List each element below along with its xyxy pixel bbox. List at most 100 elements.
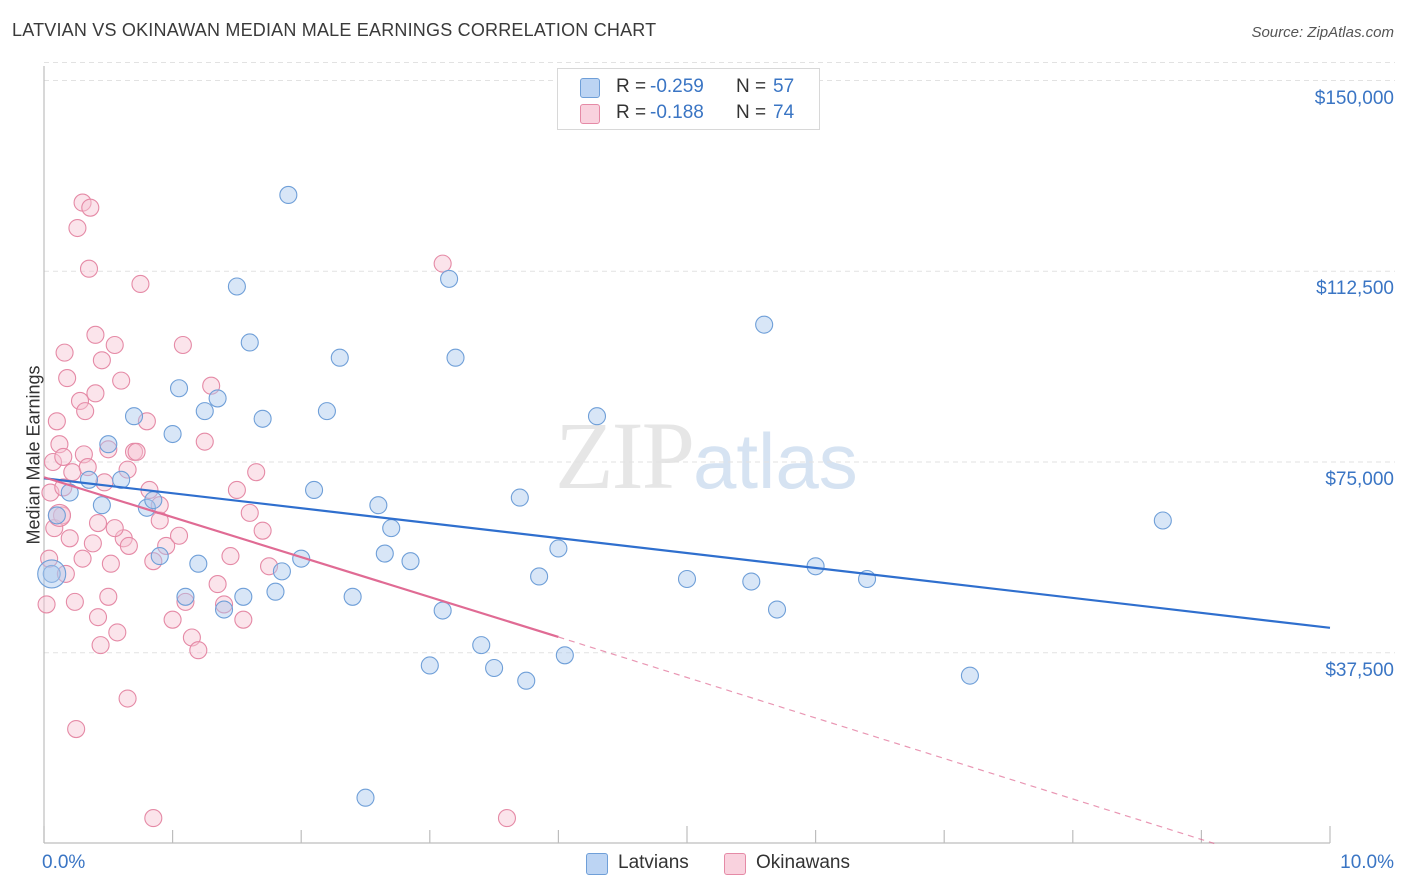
legend-n-value: 74: [773, 102, 795, 123]
latvian-point: [79, 470, 99, 489]
okinawan-point: [88, 608, 108, 627]
latvian-point: [530, 567, 549, 586]
legend-r-value: -0.259: [650, 76, 704, 97]
latvian-point: [42, 564, 61, 583]
watermark-atlas: atlas: [693, 417, 858, 505]
okinawan-point: [189, 641, 208, 660]
okinawan-point: [37, 595, 56, 614]
okinawan-point: [176, 592, 195, 611]
latvian-point: [317, 402, 336, 421]
okinawan-point: [247, 463, 266, 482]
okinawan-point: [68, 218, 87, 238]
okinawan-point: [91, 636, 110, 655]
latvian-point: [472, 636, 491, 655]
okinawan-point: [497, 809, 517, 828]
okinawan-point: [131, 274, 150, 294]
latvian-point: [189, 554, 208, 573]
latvian-point: [440, 269, 459, 288]
y-tick-label: $150,000: [1314, 87, 1394, 109]
okinawan-trend-extension: [558, 636, 1215, 845]
legend-label-latvians: Latvians: [618, 852, 689, 873]
latvian-point: [420, 656, 439, 675]
latvian-point: [755, 315, 774, 334]
legend-n-value: 57: [773, 76, 795, 97]
latvian-point: [549, 539, 568, 558]
okinawan-point: [88, 513, 108, 533]
okinawan-point: [81, 198, 100, 217]
okinawan-point: [221, 547, 240, 566]
okinawan-point: [173, 335, 192, 355]
x-tick-min: 0.0%: [42, 852, 86, 873]
okinawan-point: [79, 259, 99, 278]
okinawan-point: [118, 689, 137, 708]
latvian-point: [677, 569, 697, 589]
latvian-point: [343, 587, 362, 606]
okinawan-points: [37, 193, 517, 828]
okinawan-point: [67, 719, 86, 739]
okinawan-point: [195, 432, 214, 451]
y-tick-label: $37,500: [1325, 659, 1394, 681]
okinawan-point: [119, 536, 138, 555]
latvian-point: [144, 491, 163, 510]
okinawan-point: [70, 391, 90, 411]
okinawan-point: [108, 623, 127, 642]
latvian-point: [227, 277, 246, 296]
latvian-point: [169, 379, 189, 398]
okinawan-point: [86, 384, 105, 403]
latvian-point: [163, 424, 182, 444]
okinawan-point: [58, 369, 77, 388]
okinawan-point: [95, 473, 114, 492]
trend-lines: [43, 476, 1331, 845]
okinawan-point: [54, 447, 73, 466]
latvian-point: [382, 519, 401, 538]
okinawan-point: [157, 536, 176, 555]
latvian-point: [92, 496, 111, 515]
legend-label-okinawans: Okinawans: [756, 852, 850, 873]
legend-r-value: -0.188: [650, 102, 704, 123]
latvian-point: [510, 488, 529, 507]
okinawan-point: [433, 254, 452, 273]
okinawan-point: [92, 351, 111, 370]
legend-swatch-okinawans: [724, 853, 746, 875]
latvian-point: [195, 402, 214, 421]
latvian-point: [208, 389, 227, 408]
latvian-point: [330, 348, 349, 367]
chart-title: LATVIAN VS OKINAWAN MEDIAN MALE EARNINGS…: [12, 20, 657, 40]
latvian-point: [485, 658, 504, 678]
y-tick-label: $112,500: [1316, 278, 1394, 300]
legend-n-label: N =: [736, 102, 767, 123]
latvian-point: [960, 666, 979, 685]
latvian-point: [47, 506, 66, 525]
latvian-point-large: [37, 559, 67, 589]
legend-r-label: R =: [616, 76, 647, 97]
latvian-point: [214, 600, 234, 619]
legend-stats: R = -0.259 N = 57 R = -0.188 N = 74: [557, 68, 820, 130]
legend-swatch-latvians: [580, 78, 600, 98]
okinawan-point: [99, 587, 118, 606]
okinawan-point: [105, 519, 124, 538]
latvian-point: [517, 671, 536, 690]
okinawan-point: [169, 526, 189, 545]
okinawan-point: [65, 592, 84, 611]
chart-source: Source: ZipAtlas.com: [1251, 24, 1394, 41]
okinawan-point: [76, 402, 95, 421]
legend-swatch-okinawans: [580, 104, 600, 124]
latvian-point: [587, 407, 607, 426]
okinawan-point: [55, 343, 74, 362]
okinawan-point: [227, 480, 246, 500]
watermark: ZIPatlas: [555, 400, 858, 511]
watermark-zip: ZIP: [555, 402, 695, 509]
okinawan-point: [112, 371, 131, 390]
latvian-point: [266, 582, 285, 601]
grid-layer: [44, 62, 1395, 654]
latvian-points: [37, 185, 1172, 807]
latvian-point: [150, 547, 169, 566]
latvian-point: [1153, 511, 1172, 530]
okinawan-point: [214, 595, 234, 614]
latvian-point: [369, 496, 388, 515]
latvian-trend-line: [43, 477, 1331, 629]
okinawan-point: [240, 503, 259, 522]
okinawan-point: [47, 412, 66, 431]
y-tick-label: $75,000: [1325, 469, 1394, 490]
latvian-point: [767, 600, 787, 619]
